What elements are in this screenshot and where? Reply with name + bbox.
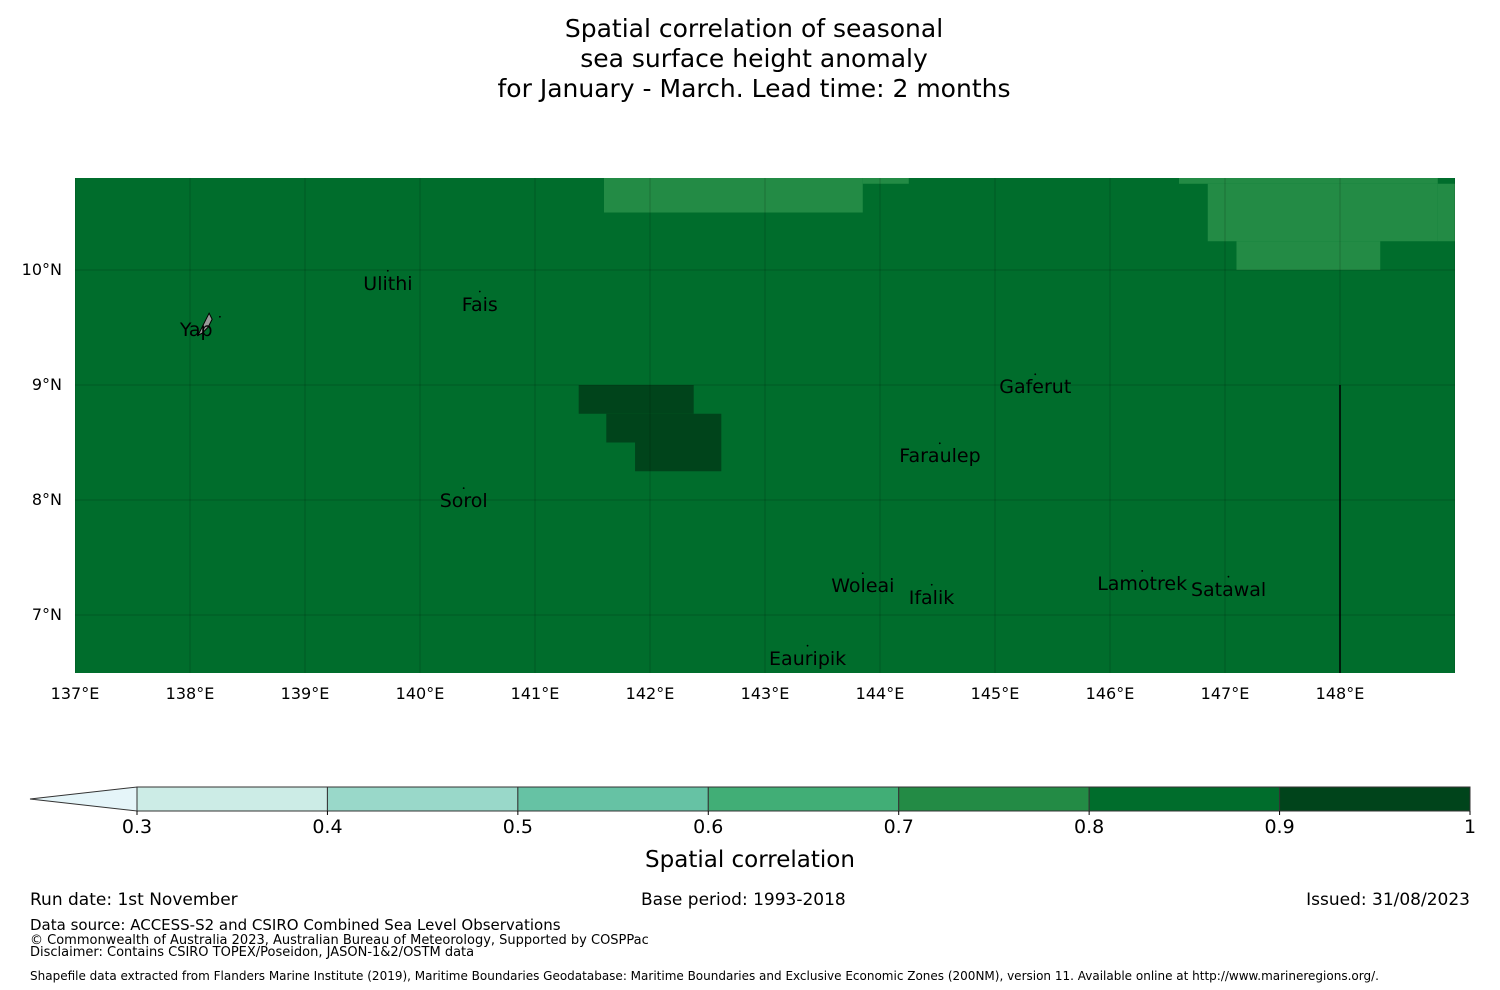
longitude-tick-label: 139°E — [280, 684, 330, 703]
longitude-tick-label: 141°E — [510, 684, 560, 703]
colorbar-tick-label: 0.9 — [1264, 816, 1295, 838]
longitude-tick-label: 148°E — [1315, 684, 1365, 703]
island-marker — [386, 269, 389, 272]
place-label: Satawal — [1190, 578, 1267, 601]
colorbar-label: Spatial correlation — [645, 847, 855, 873]
island-marker — [478, 290, 481, 293]
colorbar-tick-label: 0.7 — [883, 816, 914, 838]
island-marker — [861, 572, 864, 575]
chart-title: Spatial correlation of seasonal sea surf… — [0, 14, 1500, 104]
place-label: Eauripik — [769, 647, 847, 670]
colorbar-tick-label: 0.6 — [693, 816, 724, 838]
island-marker — [806, 644, 809, 647]
correlation-region — [1282, 178, 1438, 184]
copyright: © Commonwealth of Australia 2023, Austra… — [30, 933, 649, 948]
place-label: Fais — [461, 293, 498, 316]
colorbar-tick-label: 0.4 — [312, 816, 343, 838]
longitude-tick-label: 145°E — [970, 684, 1020, 703]
latitude-tick-label: 8°N — [31, 490, 62, 509]
latitude-tick-label: 7°N — [31, 605, 62, 624]
title-line-3: for January - March. Lead time: 2 months — [497, 74, 1011, 103]
correlation-region — [635, 442, 722, 472]
correlation-region — [604, 178, 863, 213]
island-marker — [1034, 373, 1037, 376]
longitude-tick-label: 144°E — [855, 684, 905, 703]
correlation-region — [606, 413, 722, 443]
longitude-tick-label: 140°E — [395, 684, 445, 703]
colorbar-tick-label: 0.8 — [1074, 816, 1105, 838]
place-label: Woleai — [831, 575, 895, 598]
latitude-tick-label: 10°N — [21, 260, 62, 279]
longitude-tick-label: 146°E — [1085, 684, 1135, 703]
shapefile-credit: Shapefile data extracted from Flanders M… — [30, 969, 1379, 983]
data-source: Data source: ACCESS-S2 and CSIRO Combine… — [30, 916, 561, 934]
colorbar-tick-label: 1 — [1463, 816, 1477, 838]
correlation-region — [578, 385, 694, 414]
map-field — [75, 178, 1455, 673]
longitude-tick-label: 142°E — [625, 684, 675, 703]
island-marker — [1227, 575, 1230, 578]
longitude-tick-label: 147°E — [1200, 684, 1250, 703]
correlation-region — [1437, 183, 1455, 242]
longitude-tick-label: 143°E — [740, 684, 790, 703]
correlation-region — [1207, 183, 1438, 242]
correlation-region — [862, 178, 909, 184]
colorbar-tick-label: 0.5 — [502, 816, 533, 838]
island-marker — [1141, 570, 1144, 572]
issued-date: Issued: 31/08/2023 — [1306, 890, 1470, 910]
place-label: Sorol — [439, 490, 488, 513]
title-line-2: sea surface height anomaly — [580, 44, 928, 73]
yap-island-shape — [196, 312, 213, 337]
island-marker — [930, 583, 933, 586]
place-label: Ifalik — [908, 586, 955, 609]
longitude-tick-label: 137°E — [50, 684, 100, 703]
base-period: Base period: 1993-2018 — [641, 890, 846, 910]
place-label: Gaferut — [999, 376, 1072, 399]
title-line-1: Spatial correlation of seasonal — [564, 14, 944, 43]
disclaimer: Disclaimer: Contains CSIRO TOPEX/Poseido… — [30, 945, 475, 960]
place-label: Lamotrek — [1097, 572, 1188, 595]
base-field — [75, 178, 1455, 673]
latitude-tick-label: 9°N — [31, 375, 62, 394]
correlation-region — [1179, 178, 1283, 184]
colorbar-tick-label: 0.3 — [121, 816, 153, 838]
run-date: Run date: 1st November — [30, 890, 238, 910]
island-marker — [219, 315, 221, 318]
longitude-tick-label: 138°E — [165, 684, 215, 703]
correlation-region — [1236, 241, 1381, 270]
island-marker — [938, 442, 941, 445]
place-label: Ulithi — [363, 272, 413, 295]
island-marker — [462, 487, 465, 490]
place-label: Yap — [179, 318, 213, 341]
place-label: Faraulep — [899, 445, 981, 468]
